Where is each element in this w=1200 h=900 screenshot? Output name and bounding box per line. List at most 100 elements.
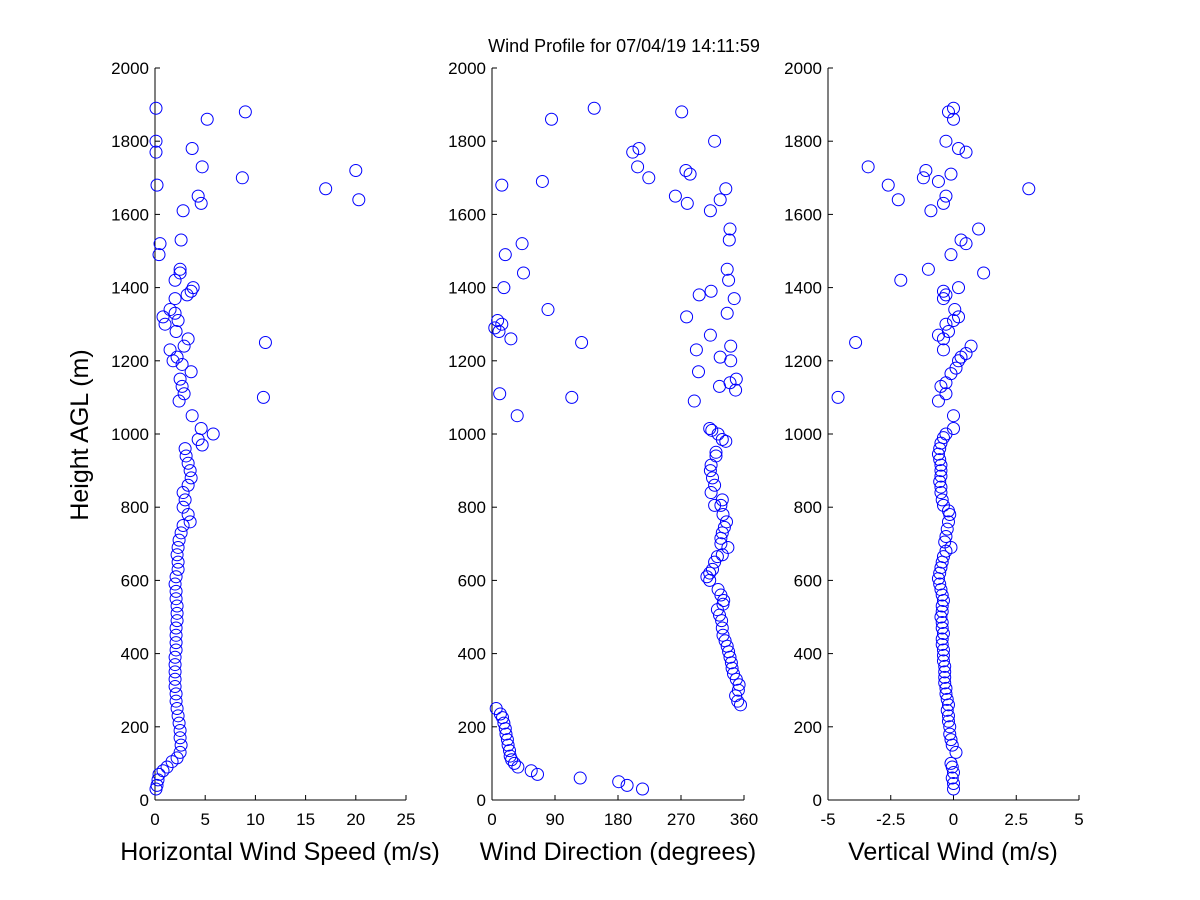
y-tick-label: 1000 [784, 425, 822, 444]
data-point [706, 471, 719, 485]
data-point [493, 387, 507, 401]
data-point [184, 284, 198, 298]
data-point [939, 189, 953, 203]
y-tick-label: 600 [458, 571, 486, 590]
y-tick-label: 400 [458, 645, 486, 664]
data-point [178, 442, 192, 456]
data-point [936, 626, 950, 640]
data-point [238, 105, 252, 119]
x-tick-label: 15 [296, 810, 315, 829]
data-point [174, 233, 188, 247]
data-point [954, 233, 968, 247]
data-point [498, 248, 512, 262]
data-point [153, 237, 167, 251]
data-point [729, 372, 743, 386]
data-point [565, 390, 579, 404]
data-point [169, 636, 183, 650]
y-tick-label: 2000 [448, 59, 486, 78]
data-point [149, 134, 163, 148]
data-point [184, 365, 198, 379]
data-point [173, 745, 187, 759]
data-point [720, 639, 734, 653]
data-point [933, 453, 947, 467]
data-point [734, 698, 747, 712]
data-point [936, 498, 950, 512]
data-point [704, 486, 718, 500]
data-point [977, 266, 991, 280]
data-point [503, 744, 516, 758]
data-point [935, 621, 949, 635]
data-point [168, 292, 182, 306]
data-point [587, 101, 601, 115]
y-tick-label: 800 [458, 498, 486, 517]
x-tick-label: 0 [487, 810, 496, 829]
data-point [921, 262, 935, 276]
data-point [703, 422, 717, 436]
data-point [715, 432, 729, 446]
data-point [692, 365, 705, 379]
data-point [504, 332, 518, 346]
data-point [924, 204, 938, 218]
data-point [959, 346, 973, 360]
data-point [938, 535, 952, 549]
data-point [541, 303, 555, 317]
data-point [720, 306, 734, 320]
data-point [679, 163, 693, 177]
data-point [497, 716, 511, 730]
data-point [172, 533, 186, 547]
data-point [947, 409, 960, 423]
data-point [939, 681, 953, 695]
y-tick-label: 1800 [784, 132, 822, 151]
data-point [952, 354, 966, 368]
data-point [170, 599, 184, 613]
data-point [718, 634, 732, 648]
data-point [713, 193, 727, 207]
data-point [938, 670, 952, 684]
data-point [158, 317, 172, 331]
data-point [939, 687, 953, 701]
x-tick-label: 10 [246, 810, 265, 829]
data-point [496, 711, 509, 725]
data-point [171, 555, 185, 569]
y-tick-label: 1400 [448, 279, 486, 298]
data-point [168, 650, 182, 664]
data-point [152, 767, 166, 781]
data-point [497, 281, 511, 295]
data-point [174, 738, 188, 752]
data-point [935, 599, 949, 613]
data-point [170, 350, 184, 364]
x-axis-label-vertical: Vertical Wind (m/s) [848, 838, 1058, 866]
data-point [179, 449, 193, 463]
data-point [941, 709, 955, 723]
data-point [703, 464, 717, 478]
x-tick-label: 5 [1074, 810, 1083, 829]
data-point [717, 520, 731, 534]
data-point [173, 266, 187, 280]
data-point [183, 515, 197, 529]
y-tick-label: 400 [794, 645, 822, 664]
data-point [692, 288, 706, 302]
data-point [170, 548, 184, 562]
data-point [200, 112, 214, 126]
data-point [727, 667, 740, 681]
data-point [150, 178, 164, 192]
data-point [964, 339, 978, 353]
data-point [935, 632, 949, 646]
y-tick-label: 1800 [111, 132, 149, 151]
data-point [943, 727, 957, 741]
data-point [169, 325, 183, 339]
data-point [180, 288, 194, 302]
data-point [935, 637, 949, 651]
data-point [722, 273, 736, 287]
data-point [183, 464, 197, 478]
data-point [952, 310, 966, 324]
data-point [947, 422, 960, 436]
data-point [163, 343, 177, 357]
data-point [156, 310, 170, 324]
data-point [936, 343, 950, 357]
data-point [352, 193, 366, 207]
data-point [948, 303, 962, 317]
data-point [933, 475, 947, 489]
data-point [704, 284, 718, 298]
panel-wind-direction: Wind Direction (degrees) 0 200 400 600 800 10… [448, 59, 758, 866]
